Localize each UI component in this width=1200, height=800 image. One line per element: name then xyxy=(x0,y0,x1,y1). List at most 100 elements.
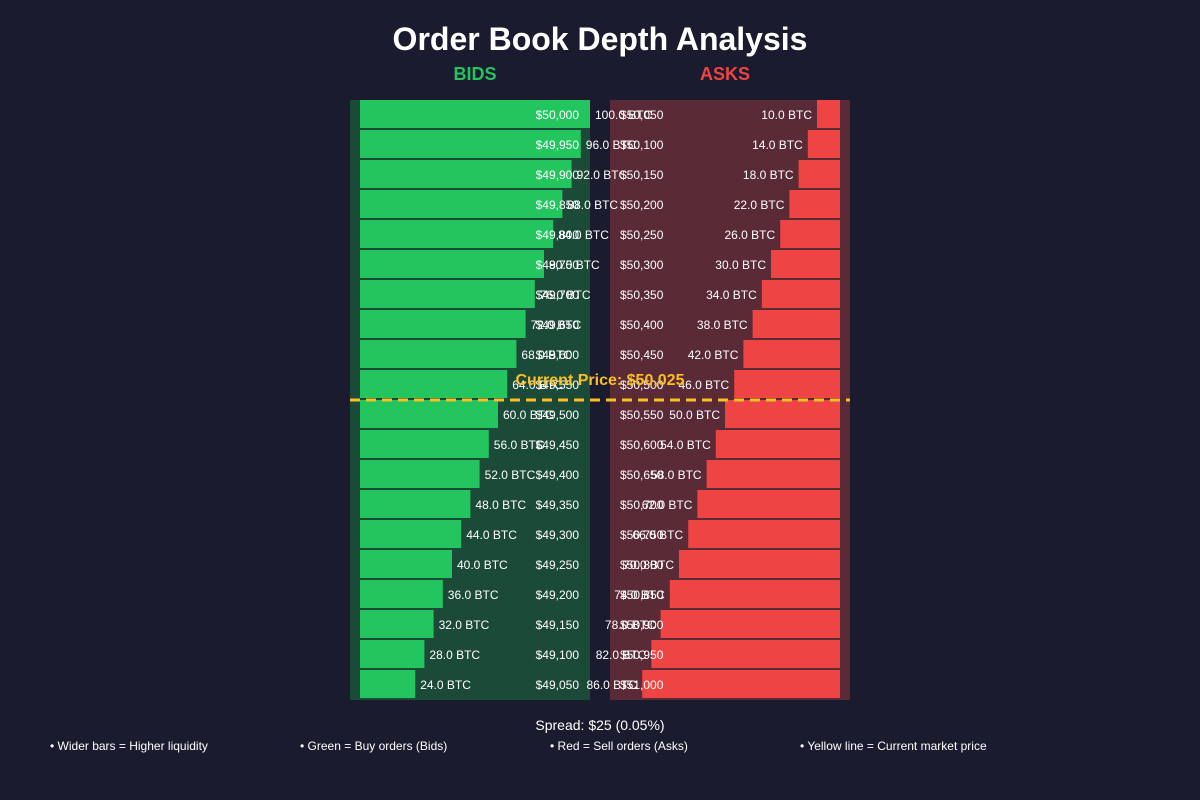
ask-price-label: $51,000 xyxy=(620,678,664,692)
bid-volume-label: 24.0 BTC xyxy=(420,678,471,692)
ask-price-label: $50,250 xyxy=(620,228,664,242)
ask-volume-label: 62.0 BTC xyxy=(642,498,693,512)
ask-bar xyxy=(642,670,840,698)
ask-bar xyxy=(761,280,840,308)
bid-price-label: $49,200 xyxy=(536,588,580,602)
ask-price-label: $50,850 xyxy=(620,588,664,602)
bid-volume-label: 40.0 BTC xyxy=(457,558,508,572)
bid-bar xyxy=(360,190,563,218)
bid-volume-label: 84.0 BTC xyxy=(558,228,609,242)
bid-price-label: $49,600 xyxy=(536,348,580,362)
bid-volume-label: 92.0 BTC xyxy=(577,168,628,182)
ask-volume-label: 82.0 BTC xyxy=(596,648,647,662)
ask-volume-label: 10.0 BTC xyxy=(761,108,812,122)
ask-price-label: $50,950 xyxy=(620,648,664,662)
bid-volume-label: 32.0 BTC xyxy=(439,618,490,632)
bid-bar xyxy=(360,490,471,518)
ask-volume-label: 42.0 BTC xyxy=(688,348,739,362)
bid-volume-label: 52.0 BTC xyxy=(485,468,536,482)
bid-price-label: $49,100 xyxy=(536,648,580,662)
bid-price-label: $49,700 xyxy=(536,288,580,302)
bid-bar xyxy=(360,340,517,368)
ask-bar xyxy=(715,430,840,458)
bid-bar xyxy=(360,370,508,398)
ask-bar xyxy=(679,550,840,578)
bid-price-label: $49,650 xyxy=(536,318,580,332)
ask-price-label: $50,800 xyxy=(620,558,664,572)
bid-price-label: $49,400 xyxy=(536,468,580,482)
legend-item-liquidity: • Wider bars = Higher liquidity xyxy=(50,739,208,753)
ask-volume-label: 38.0 BTC xyxy=(697,318,748,332)
ask-bar xyxy=(780,220,840,248)
bid-price-label: $49,450 xyxy=(536,438,580,452)
ask-price-label: $50,050 xyxy=(620,108,664,122)
ask-volume-label: 46.0 BTC xyxy=(678,378,729,392)
ask-volume-label: 74.0 BTC xyxy=(614,588,665,602)
ask-volume-label: 66.0 BTC xyxy=(632,528,683,542)
ask-price-label: $50,700 xyxy=(620,498,664,512)
ask-price-label: $50,450 xyxy=(620,348,664,362)
ask-price-label: $50,600 xyxy=(620,438,664,452)
spread-label: Spread: $25 (0.05%) xyxy=(535,717,664,733)
ask-bar xyxy=(817,100,840,128)
ask-bar xyxy=(669,580,840,608)
bid-price-label: $49,750 xyxy=(536,258,580,272)
bid-price-label: $49,250 xyxy=(536,558,580,572)
ask-volume-label: 70.0 BTC xyxy=(623,558,674,572)
ask-price-label: $50,150 xyxy=(620,168,664,182)
ask-bar xyxy=(660,610,840,638)
ask-price-label: $50,650 xyxy=(620,468,664,482)
ask-bar xyxy=(734,370,840,398)
bid-bar xyxy=(360,250,544,278)
bid-bars: $50,000 100.0 BTC $49,950 96.0 BTC $49,90092… xyxy=(360,100,653,698)
bid-volume-label: 68.0 BTC xyxy=(521,348,572,362)
bid-price-label: $49,900 xyxy=(536,168,580,182)
bid-bar xyxy=(360,280,535,308)
bid-bar xyxy=(360,430,489,458)
bid-price-label: $49,150 xyxy=(536,618,580,632)
bid-volume-label: 36.0 BTC xyxy=(448,588,499,602)
bid-bar xyxy=(360,610,434,638)
bid-price-label: $49,850 xyxy=(536,198,580,212)
ask-volume-label: 54.0 BTC xyxy=(660,438,711,452)
bid-bar xyxy=(360,130,581,158)
ask-volume-label: 26.0 BTC xyxy=(724,228,775,242)
legend-item-asks: • Red = Sell orders (Asks) xyxy=(550,739,688,753)
bid-bar xyxy=(360,100,590,128)
ask-bar xyxy=(688,520,840,548)
ask-price-label: $50,200 xyxy=(620,198,664,212)
ask-bar xyxy=(798,160,840,188)
ask-bar xyxy=(789,190,840,218)
ask-volume-label: 78.0 BTC xyxy=(605,618,656,632)
ask-bar xyxy=(697,490,840,518)
bid-bar xyxy=(360,160,572,188)
ask-bar xyxy=(743,340,840,368)
bid-volume-label: 88.0 BTC xyxy=(567,198,618,212)
bid-volume-label: 72.0 BTC xyxy=(531,318,582,332)
ask-price-label: $50,900 xyxy=(620,618,664,632)
bid-price-label: $49,550 xyxy=(536,378,580,392)
bid-price-label: $49,500 xyxy=(536,408,580,422)
bid-bar xyxy=(360,640,425,668)
bid-volume-label: 44.0 BTC xyxy=(466,528,517,542)
bid-bar xyxy=(360,670,416,698)
ask-volume-label: 18.0 BTC xyxy=(743,168,794,182)
ask-volume-label: 22.0 BTC xyxy=(734,198,785,212)
ask-bar xyxy=(807,130,840,158)
bid-bar xyxy=(360,460,480,488)
bid-bar xyxy=(360,220,554,248)
asks-header: ASKS xyxy=(700,64,750,84)
bid-volume-label: 76.0 BTC xyxy=(540,288,591,302)
chart-title: Order Book Depth Analysis xyxy=(393,21,808,57)
bid-price-label: $49,800 xyxy=(536,228,580,242)
ask-bar xyxy=(771,250,840,278)
bid-volume-label: 96.0 BTC xyxy=(586,138,637,152)
bid-price-label: $50,000 xyxy=(536,108,580,122)
bid-volume-label: 64.0 BTC xyxy=(512,378,563,392)
bid-bar xyxy=(360,550,452,578)
bid-price-label: $49,350 xyxy=(536,498,580,512)
bid-volume-label: 28.0 BTC xyxy=(429,648,480,662)
bid-price-label: $49,950 xyxy=(536,138,580,152)
ask-volume-label: 50.0 BTC xyxy=(669,408,720,422)
